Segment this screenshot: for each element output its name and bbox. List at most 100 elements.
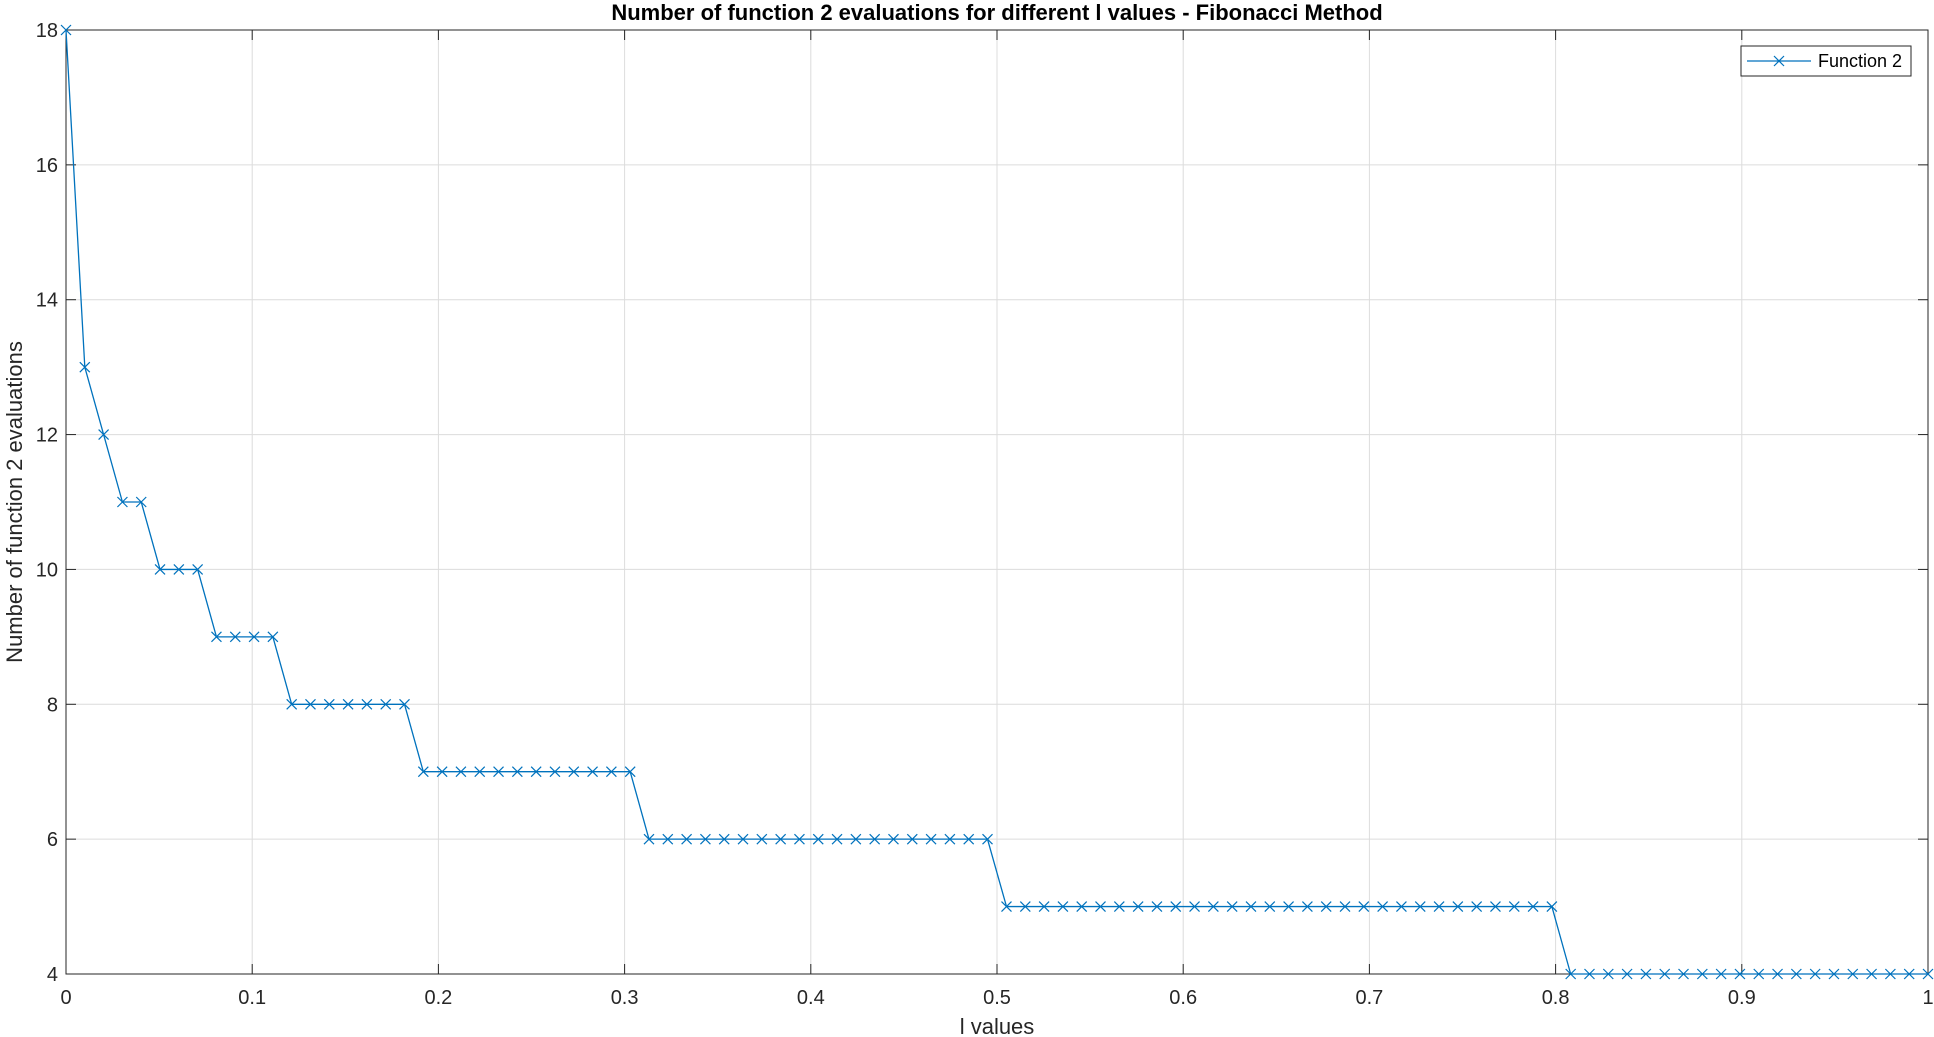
marker-stroke — [173, 564, 185, 575]
marker-stroke — [1226, 901, 1238, 912]
data-point-marker — [267, 631, 279, 643]
data-point-marker — [681, 833, 693, 845]
data-point-marker — [1076, 901, 1088, 912]
data-point-marker — [399, 698, 410, 710]
marker-stroke — [1132, 901, 1144, 912]
data-point-marker — [1095, 901, 1106, 912]
data-point-marker — [1696, 968, 1708, 980]
marker-stroke — [568, 766, 580, 778]
data-point-marker — [342, 698, 354, 710]
marker-stroke — [1377, 901, 1389, 912]
x-tick-label: 0.2 — [424, 987, 452, 1009]
marker-stroke — [1414, 901, 1426, 912]
x-tick-label: 0.9 — [1728, 987, 1756, 1009]
marker-stroke — [869, 833, 881, 845]
marker-stroke — [662, 833, 674, 845]
marker-stroke — [624, 766, 636, 778]
data-point-marker — [1753, 968, 1765, 980]
marker-stroke — [1320, 901, 1332, 912]
data-point-marker — [1226, 901, 1238, 912]
legend-marker-x — [1773, 55, 1785, 67]
marker-stroke — [587, 766, 598, 778]
data-point-marker — [1320, 901, 1332, 912]
data-point-marker — [1057, 901, 1069, 912]
marker-stroke — [399, 698, 410, 710]
marker-stroke — [812, 833, 824, 845]
x-tick-label: 0.8 — [1542, 987, 1570, 1009]
y-tick-label: 16 — [36, 155, 58, 177]
x-tick-label: 0.5 — [983, 987, 1011, 1009]
marker-stroke — [60, 24, 72, 36]
marker-stroke — [1903, 968, 1915, 980]
y-tick-label: 18 — [36, 20, 58, 42]
marker-stroke — [1076, 901, 1088, 912]
data-point-marker — [1452, 901, 1464, 912]
marker-stroke — [794, 833, 805, 845]
data-point-marker — [662, 833, 674, 845]
data-point-marker — [1866, 968, 1878, 980]
data-point-marker — [812, 833, 824, 845]
data-point-marker — [756, 833, 768, 845]
data-point-marker — [135, 496, 147, 508]
data-point-marker — [417, 766, 429, 778]
marker-stroke — [963, 833, 975, 845]
marker-stroke — [756, 833, 768, 845]
data-point-marker — [1621, 968, 1633, 980]
marker-stroke — [1019, 901, 1031, 912]
data-point-marker — [1038, 901, 1050, 912]
marker-stroke — [1301, 901, 1313, 912]
legend: Function 2 — [1740, 45, 1912, 77]
data-point-marker — [1414, 901, 1426, 912]
marker-stroke — [1471, 901, 1483, 912]
marker-stroke — [1866, 968, 1878, 980]
data-point-marker — [1584, 968, 1595, 980]
data-point-marker — [173, 564, 185, 575]
x-tick-label: 0.1 — [238, 987, 266, 1009]
data-point-marker — [568, 766, 580, 778]
marker-stroke — [906, 833, 918, 845]
marker-stroke — [850, 833, 862, 845]
marker-stroke — [98, 429, 110, 440]
marker-stroke — [192, 564, 204, 575]
marker-stroke — [1339, 901, 1351, 912]
marker-stroke — [323, 698, 335, 710]
data-point-marker — [1358, 901, 1370, 912]
y-tick-label: 14 — [36, 290, 58, 312]
data-point-marker — [1847, 968, 1859, 980]
data-point-marker — [79, 361, 91, 373]
data-point-marker — [605, 766, 617, 778]
data-point-marker — [1508, 901, 1520, 912]
data-point-marker — [1734, 968, 1746, 980]
data-point-marker — [1678, 968, 1689, 980]
data-point-marker — [1809, 968, 1821, 980]
marker-stroke — [1527, 901, 1539, 912]
marker-stroke — [1696, 968, 1708, 980]
marker-stroke — [1602, 968, 1614, 980]
data-point-marker — [530, 766, 542, 778]
marker-stroke — [1095, 901, 1106, 912]
x-tick-label: 0 — [60, 987, 71, 1009]
marker-stroke — [511, 766, 523, 778]
marker-stroke — [361, 698, 373, 710]
data-point-marker — [963, 833, 975, 845]
marker-stroke — [248, 631, 260, 643]
data-point-marker — [1019, 901, 1031, 912]
marker-stroke — [380, 698, 392, 710]
data-point-marker — [737, 833, 749, 845]
marker-stroke — [1264, 901, 1276, 912]
data-point-marker — [305, 698, 316, 710]
data-point-marker — [248, 631, 260, 643]
marker-stroke — [699, 833, 711, 845]
marker-stroke — [1734, 968, 1746, 980]
data-point-marker — [1113, 901, 1125, 912]
data-point-marker — [794, 833, 805, 845]
data-point-marker — [1001, 901, 1012, 912]
data-point-marker — [944, 833, 956, 845]
marker-stroke — [944, 833, 956, 845]
y-tick-label: 10 — [36, 559, 58, 581]
marker-stroke — [1433, 901, 1445, 912]
data-point-marker — [1772, 968, 1783, 980]
data-point-marker — [869, 833, 881, 845]
x-tick-label: 1 — [1922, 987, 1933, 1009]
chart-title: Number of function 2 evaluations for dif… — [611, 0, 1382, 25]
